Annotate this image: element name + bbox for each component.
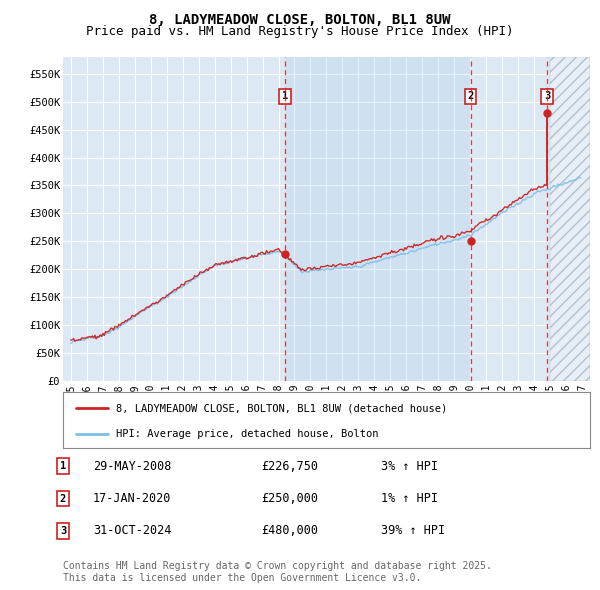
Text: 1: 1 [60, 461, 66, 471]
Bar [550, 57, 590, 381]
Text: £480,000: £480,000 [261, 525, 318, 537]
Text: 1: 1 [282, 91, 288, 101]
Text: 39% ↑ HPI: 39% ↑ HPI [381, 525, 445, 537]
Text: 2: 2 [60, 494, 66, 503]
Text: Price paid vs. HM Land Registry's House Price Index (HPI): Price paid vs. HM Land Registry's House … [86, 25, 514, 38]
Text: Contains HM Land Registry data © Crown copyright and database right 2025.
This d: Contains HM Land Registry data © Crown c… [63, 561, 492, 583]
Text: 1% ↑ HPI: 1% ↑ HPI [381, 492, 438, 505]
Text: 8, LADYMEADOW CLOSE, BOLTON, BL1 8UW (detached house): 8, LADYMEADOW CLOSE, BOLTON, BL1 8UW (de… [116, 403, 447, 413]
Text: 3% ↑ HPI: 3% ↑ HPI [381, 460, 438, 473]
Text: 2: 2 [467, 91, 474, 101]
Text: £226,750: £226,750 [261, 460, 318, 473]
Text: 29-MAY-2008: 29-MAY-2008 [93, 460, 172, 473]
Text: 8, LADYMEADOW CLOSE, BOLTON, BL1 8UW: 8, LADYMEADOW CLOSE, BOLTON, BL1 8UW [149, 13, 451, 27]
Bar [285, 57, 471, 381]
Text: 3: 3 [60, 526, 66, 536]
Text: HPI: Average price, detached house, Bolton: HPI: Average price, detached house, Bolt… [116, 430, 378, 440]
Text: 31-OCT-2024: 31-OCT-2024 [93, 525, 172, 537]
Text: £250,000: £250,000 [261, 492, 318, 505]
Text: 3: 3 [544, 91, 550, 101]
Text: 17-JAN-2020: 17-JAN-2020 [93, 492, 172, 505]
